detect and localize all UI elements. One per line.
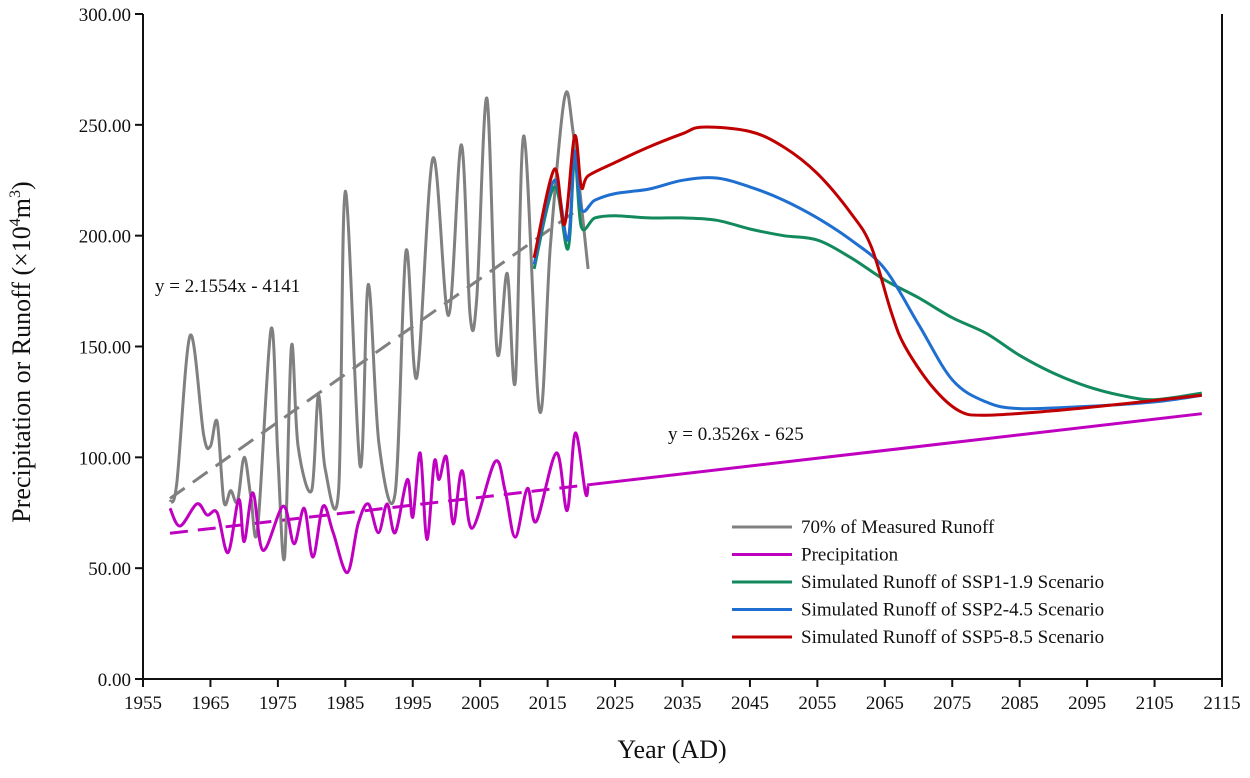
- x-tick-label: 2045: [731, 693, 769, 714]
- y-tick-label: 300.00: [79, 5, 131, 26]
- x-tick-label: 2005: [461, 693, 499, 714]
- y-tick-label: 50.00: [88, 559, 131, 580]
- x-tick-label: 1985: [326, 693, 364, 714]
- x-tick-label: 1965: [191, 693, 229, 714]
- x-tick-label: 2075: [933, 693, 971, 714]
- x-tick-label: 2085: [1001, 693, 1039, 714]
- x-tick-label: 1975: [259, 693, 297, 714]
- series-line-2: [534, 158, 1202, 400]
- series-line-3: [534, 151, 1202, 409]
- y-tick-label: 100.00: [79, 448, 131, 469]
- trend-equation-precipitation: y = 0.3526x - 625: [668, 424, 804, 445]
- x-tick-label: 1955: [124, 693, 162, 714]
- legend-label-0: 70% of Measured Runoff: [801, 517, 995, 538]
- y-tick-label: 0.00: [98, 670, 131, 691]
- legend-label-3: Simulated Runoff of SSP2-4.5 Scenario: [801, 600, 1104, 621]
- x-tick-label: 2055: [798, 693, 836, 714]
- x-tick-label: 2015: [529, 693, 567, 714]
- x-tick-label: 2095: [1068, 693, 1106, 714]
- series-layer: [170, 92, 1202, 573]
- legend: 70% of Measured Runoff Precipitation Simul…: [732, 517, 1104, 648]
- x-tick-label: 2035: [664, 693, 702, 714]
- legend-label-1: Precipitation: [801, 545, 899, 566]
- y-tick-label: 250.00: [79, 116, 131, 137]
- x-tick-label: 2025: [596, 693, 634, 714]
- y-tick-label: 150.00: [79, 338, 131, 359]
- series-line-4: [534, 127, 1202, 415]
- x-tick-label: 2115: [1203, 693, 1240, 714]
- x-tick-label: 2105: [1136, 693, 1174, 714]
- y-tick-label: 200.00: [79, 227, 131, 248]
- x-axis-label: Year (AD): [617, 735, 726, 764]
- legend-label-2: Simulated Runoff of SSP1-1.9 Scenario: [801, 572, 1104, 593]
- x-tick-label: 2065: [866, 693, 904, 714]
- x-tick-label: 1995: [394, 693, 432, 714]
- trend-equation-runoff: y = 2.1554x - 4141: [155, 276, 300, 297]
- y-axis-label: Precipitation or Runoff (×104m3): [7, 181, 36, 522]
- legend-label-4: Simulated Runoff of SSP5-8.5 Scenario: [801, 627, 1104, 648]
